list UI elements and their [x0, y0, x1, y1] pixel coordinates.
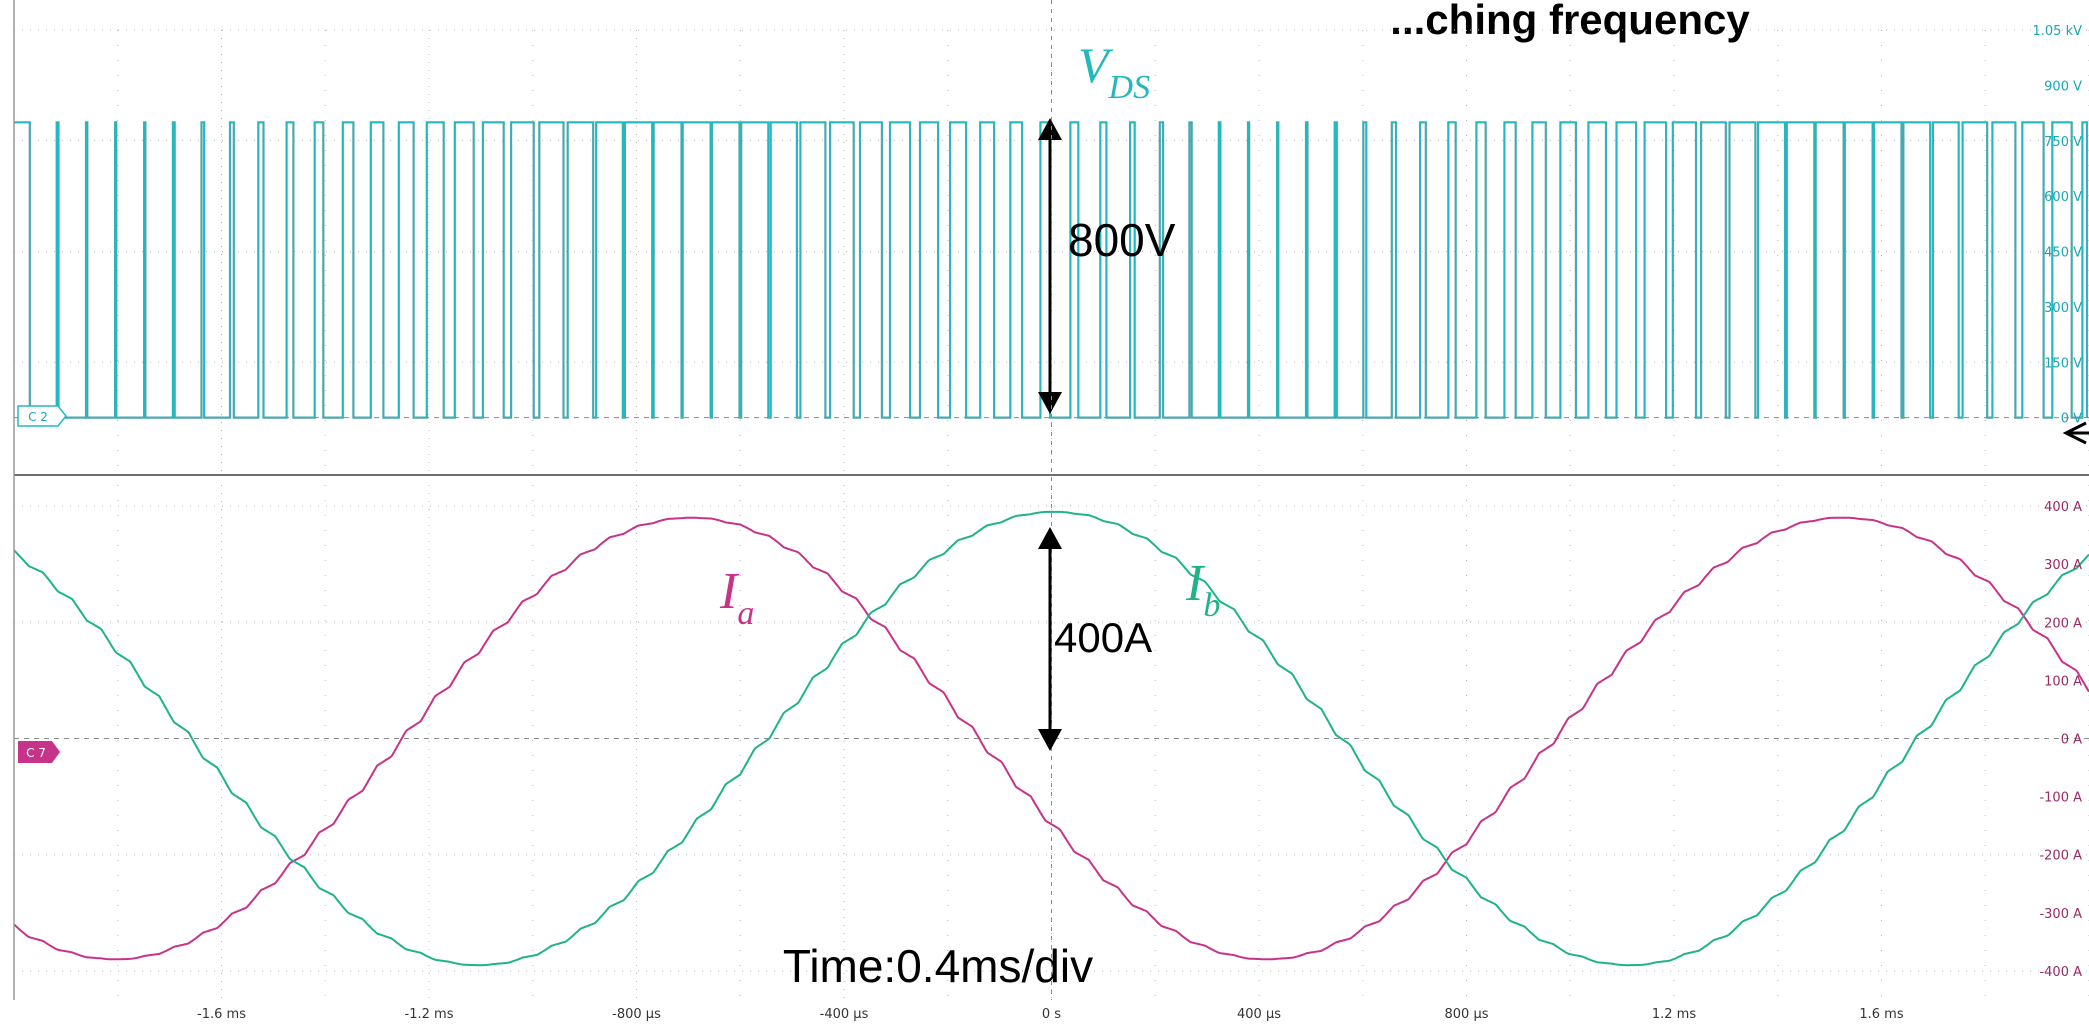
x-tick-label: 800 µs — [1445, 1007, 1489, 1022]
ia-trace-line — [13, 516, 2089, 961]
y-tick-label: 750 V — [2044, 135, 2082, 150]
c2-channel-marker[interactable]: C 2 — [17, 405, 67, 427]
y-tick-label: 150 V — [2044, 356, 2082, 371]
y-tick-label: 450 V — [2044, 246, 2082, 261]
y-tick-label: 0 V — [2061, 412, 2082, 427]
ia-trace — [13, 516, 2089, 961]
x-tick-label: -400 µs — [820, 1007, 869, 1022]
c2-marker-label: C 2 — [28, 410, 48, 424]
c7-marker-label: C 7 — [26, 746, 46, 760]
y-tick-label: -200 A — [2039, 849, 2082, 864]
vds-trace-line — [13, 121, 2088, 419]
c7-channel-marker[interactable]: C 7 — [18, 741, 60, 763]
vds-trace-label: VDS — [1078, 37, 1150, 106]
upper-y-axis-labels: 1.05 kV 900 V 750 V 600 V 450 V 300 V 150 V 0 V — [2033, 24, 2083, 427]
vds-trace — [13, 121, 2089, 419]
x-tick-label: 400 µs — [1237, 1007, 1281, 1022]
x-tick-label: 0 s — [1042, 1007, 1061, 1022]
lower-panel: 400 A 300 A 200 A 100 A 0 A -100 A -200 A -300 … — [13, 0, 2089, 1000]
y-tick-label: 600 V — [2044, 190, 2082, 205]
x-tick-label: -1.2 ms — [405, 1007, 454, 1022]
y-tick-label: 1.05 kV — [2033, 24, 2083, 39]
ia-trace-label: Ia — [719, 563, 754, 632]
right-ground-arrow-icon — [2062, 421, 2089, 445]
y-tick-label: 400 A — [2044, 500, 2082, 515]
ib-trace-label: Ib — [1185, 555, 1220, 624]
vds-amplitude-arrow — [1038, 118, 1062, 414]
ib-trace-line — [13, 510, 2089, 967]
lower-y-axis-labels: 400 A 300 A 200 A 100 A 0 A -100 A -200 A -300 … — [2039, 500, 2082, 980]
x-tick-label: -1.6 ms — [197, 1007, 246, 1022]
y-tick-label: 0 A — [2061, 733, 2082, 748]
timebase-label: Time:0.4ms/div — [783, 940, 1093, 992]
vds-amplitude-label: 800V — [1068, 214, 1176, 266]
current-amplitude-label: 400A — [1054, 614, 1152, 661]
y-tick-label: 300 V — [2044, 301, 2082, 316]
y-tick-label: -100 A — [2039, 791, 2082, 806]
x-tick-label: 1.2 ms — [1652, 1007, 1696, 1022]
y-tick-label: -400 A — [2039, 965, 2082, 980]
y-tick-label: -300 A — [2039, 907, 2082, 922]
current-amplitude-arrow — [1038, 527, 1062, 751]
y-tick-label: 900 V — [2044, 79, 2082, 94]
upper-panel: 1.05 kV 900 V 750 V 600 V 450 V 300 V 150 V 0 V… — [13, 24, 2089, 473]
x-tick-label: -800 µs — [612, 1007, 661, 1022]
y-tick-label: 300 A — [2044, 558, 2082, 573]
x-tick-label: 1.6 ms — [1859, 1007, 1903, 1022]
y-tick-label: 200 A — [2044, 616, 2082, 631]
y-tick-label: 100 A — [2044, 674, 2082, 689]
ib-trace — [13, 510, 2089, 967]
x-axis-labels: -1.6 ms -1.2 ms -800 µs -400 µs 0 s 400 µs 800… — [197, 1007, 1904, 1022]
figure-title-partial: ...ching frequency — [1390, 0, 1750, 43]
